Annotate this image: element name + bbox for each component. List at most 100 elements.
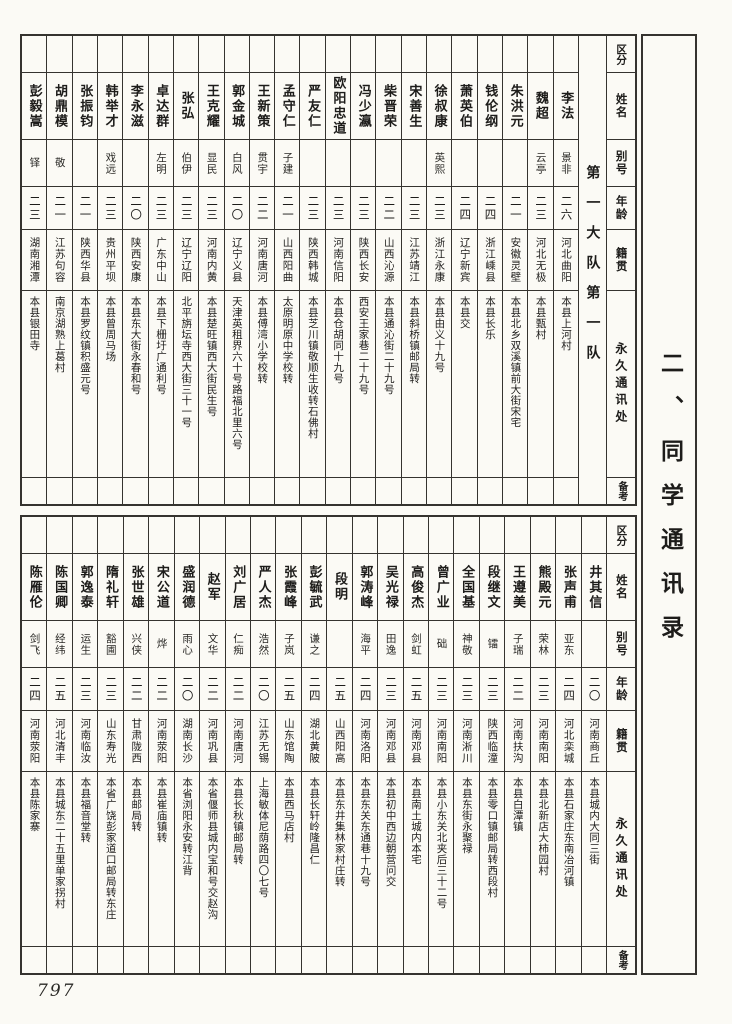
header-native-place: 籍贯	[606, 230, 635, 291]
person-native-place-text: 山西阳曲	[281, 237, 294, 283]
person-age-text: 二三	[78, 675, 93, 703]
person-address-text: 本县东街永聚禄	[460, 777, 473, 854]
person-name-text: 韩举才	[102, 83, 118, 129]
person-name-text: 卓达群	[153, 83, 169, 129]
person-native-place: 山西阳曲	[275, 230, 300, 291]
category-cell	[378, 517, 403, 554]
person-age: 二〇	[581, 668, 607, 711]
person-name: 柴晋荣	[376, 73, 401, 140]
person-age: 二一	[275, 187, 300, 230]
person-age-text: 二二	[511, 675, 526, 703]
person-native-place: 甘肃陇西	[123, 711, 149, 772]
person-name: 王克耀	[199, 73, 224, 140]
person-age-text: 二三	[536, 675, 551, 703]
remarks-cell	[275, 478, 299, 504]
person-age-text: 二三	[103, 194, 118, 222]
category-cell	[530, 517, 556, 554]
person-name-text: 段继文	[484, 564, 500, 610]
category-cell	[528, 36, 553, 73]
person-column: 彭毓武 谦之 二四 湖北黄陂 本县长轩岭隆昌仁	[301, 517, 328, 973]
person-alias: 谦之	[301, 621, 327, 668]
person-name: 张霞峰	[276, 554, 301, 621]
person-alias-text: 烨	[155, 638, 168, 650]
person-native-place-text: 广东中山	[154, 237, 167, 283]
person-address-text: 本县初中西边朝营问交	[384, 777, 397, 887]
remarks-cell	[175, 947, 199, 973]
section-title-strip: 二、同学通讯录	[641, 34, 697, 975]
person-name-text: 高俊杰	[408, 564, 424, 610]
person-age-text: 二三	[154, 194, 169, 222]
person-alias-text: 谦之	[308, 632, 321, 656]
person-address: 本县长秋镇邮局转	[225, 772, 250, 947]
page-number: 797	[37, 981, 76, 1001]
person-name-text: 赵军	[204, 572, 220, 602]
category-cell	[351, 36, 376, 73]
remarks-cell	[582, 947, 606, 973]
person-address: 本县东关东通巷十九号	[352, 772, 378, 947]
remarks-cell	[478, 478, 502, 504]
person-name: 郭涛峰	[352, 554, 378, 621]
person-column: 张振钧 二一 陕西华县 本县罗纹镇积盛元号	[72, 36, 98, 504]
person-name: 高俊杰	[403, 554, 428, 621]
person-name-text: 李法	[558, 91, 574, 121]
category-cell	[300, 36, 325, 73]
person-native-place-text: 甘肃陇西	[130, 718, 143, 764]
person-name-text: 张声甫	[560, 564, 576, 610]
person-name: 韩举才	[97, 73, 123, 140]
person-address: 本县由义十九号	[427, 291, 452, 478]
person-age: 二三	[98, 668, 123, 711]
category-cell	[149, 517, 174, 554]
category-cell	[22, 36, 47, 73]
person-native-place-text: 河南邓县	[384, 718, 397, 764]
person-name-text: 严人杰	[255, 564, 271, 610]
remarks-cell	[149, 947, 173, 973]
person-address-text: 本省偃师县城内宝和号交赵沟	[206, 777, 219, 920]
person-age: 二一	[47, 187, 72, 230]
person-alias-text: 亚东	[562, 632, 575, 656]
person-name-text: 彭毅嵩	[26, 83, 42, 129]
category-cell	[505, 517, 530, 554]
person-native-place: 辽宁辽阳	[173, 230, 199, 291]
roster-table-1: 彭毅嵩铎二三 湖南湘潭 本县银田寺 胡鼎模敬二一 江苏句容 南京湖熟上葛村 张振钧 二一 陕西华…	[20, 34, 637, 506]
unit-label: 第一大队第一队	[584, 165, 601, 375]
person-address-text: 本县石家庄东南冶河镇	[562, 777, 575, 887]
person-age: 二五	[403, 668, 428, 711]
person-name: 朱洪元	[502, 73, 528, 140]
directory-page: 彭毅嵩铎二三 湖南湘潭 本县银田寺 胡鼎模敬二一 江苏句容 南京湖熟上葛村 张振钧 二一 陕西华…	[20, 34, 697, 975]
person-age-text: 二二	[155, 675, 170, 703]
category-cell	[47, 517, 72, 554]
person-alias-text: 田逸	[384, 632, 397, 656]
person-column: 隋礼轩 豁圃 二三 山东寿光 本省广饶彭家道口邮局转东庄	[98, 517, 124, 973]
person-name: 胡鼎模	[47, 73, 72, 140]
person-alias: 浩然	[250, 621, 276, 668]
person-address-text: 本县小东关北夹后三十二号	[435, 777, 448, 909]
category-cell	[173, 36, 199, 73]
person-column: 张世雄 兴侠 二二 甘肃陇西 本县邮局转	[123, 517, 150, 973]
category-cell	[454, 517, 479, 554]
category-cell	[22, 517, 47, 554]
person-age: 二三	[300, 187, 325, 230]
person-column: 柴晋荣 二二 山西沁源 本县通沁街二十九号	[376, 36, 402, 504]
person-address-text: 本省浏阳永安转江背	[181, 777, 194, 876]
person-column: 陈雁伦 剑飞 二四 河南荥阳 本县陈家寨	[22, 517, 48, 973]
person-age: 二三	[22, 187, 47, 230]
person-address: 本县石家庄东南冶河镇	[556, 772, 581, 947]
person-address: 本县下栅圩广通利号	[148, 291, 173, 478]
person-alias-text: 景非	[559, 151, 572, 175]
person-native-place-text: 河南巩县	[206, 718, 219, 764]
header-address: 永久通讯处	[606, 291, 635, 478]
person-alias-text: 海平	[359, 632, 372, 656]
remarks-cell	[98, 947, 122, 973]
person-age-text: 二三	[306, 194, 321, 222]
person-name-text: 全国基	[459, 564, 475, 610]
person-native-place-text: 河北栾城	[562, 718, 575, 764]
person-name-text: 欧阳忠道	[330, 76, 346, 136]
person-name: 冯少瀛	[351, 73, 376, 140]
person-name-text: 萧英伯	[456, 83, 472, 129]
person-name: 隋礼轩	[98, 554, 123, 621]
category-cell	[429, 517, 454, 554]
person-column: 郭金城 白风 二〇 辽宁义县 天津英租界六十号路福北里六号	[224, 36, 250, 504]
person-native-place: 河南洛阳	[352, 711, 378, 772]
person-alias-text: 英熙	[433, 151, 446, 175]
person-address: 西安王家巷二十九号	[351, 291, 376, 478]
